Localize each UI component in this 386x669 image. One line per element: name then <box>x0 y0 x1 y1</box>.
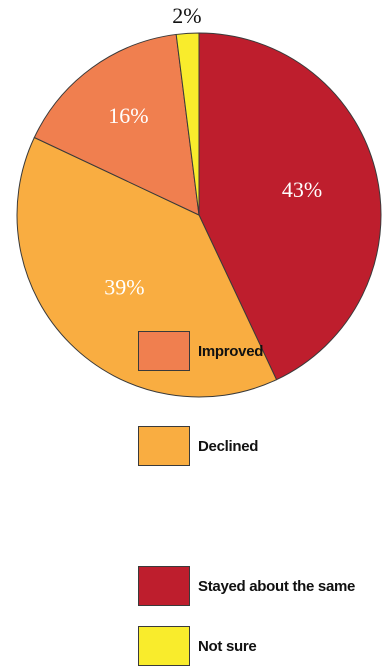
legend-label-improved: Improved <box>198 343 263 360</box>
legend-item-declined: Declined <box>138 426 258 466</box>
legend-swatch-declined <box>138 426 190 466</box>
pie-label-declined: 39% <box>104 275 144 300</box>
legend-item-not-sure: Not sure <box>138 626 256 666</box>
legend-label-stayed-about-the-same: Stayed about the same <box>198 578 355 595</box>
legend-swatch-stayed-about-the-same <box>138 566 190 606</box>
pie-label-improved: 16% <box>108 103 148 128</box>
pie-label-not-sure: 2% <box>172 3 201 28</box>
pie-label-stayed-about-the-same: 43% <box>282 177 322 202</box>
legend-item-improved: Improved <box>138 331 263 371</box>
legend-label-declined: Declined <box>198 438 258 455</box>
legend-item-stayed-about-the-same: Stayed about the same <box>138 566 355 606</box>
legend-swatch-not-sure <box>138 626 190 666</box>
legend-swatch-improved <box>138 331 190 371</box>
legend-label-not-sure: Not sure <box>198 638 256 655</box>
